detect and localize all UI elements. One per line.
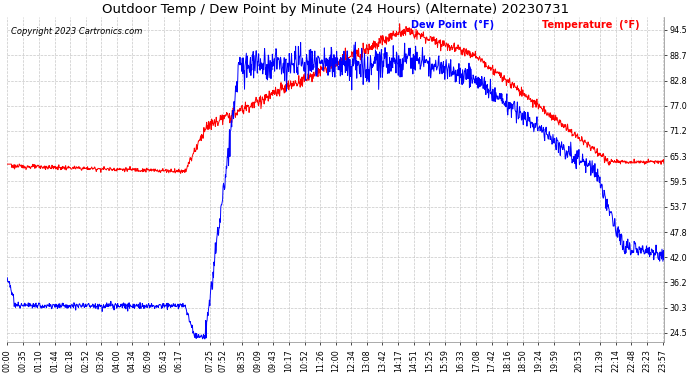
Text: Dew Point  (°F): Dew Point (°F) [411, 20, 494, 30]
Text: Copyright 2023 Cartronics.com: Copyright 2023 Cartronics.com [10, 27, 142, 36]
Text: Temperature  (°F): Temperature (°F) [542, 20, 640, 30]
Title: Outdoor Temp / Dew Point by Minute (24 Hours) (Alternate) 20230731: Outdoor Temp / Dew Point by Minute (24 H… [102, 3, 569, 16]
